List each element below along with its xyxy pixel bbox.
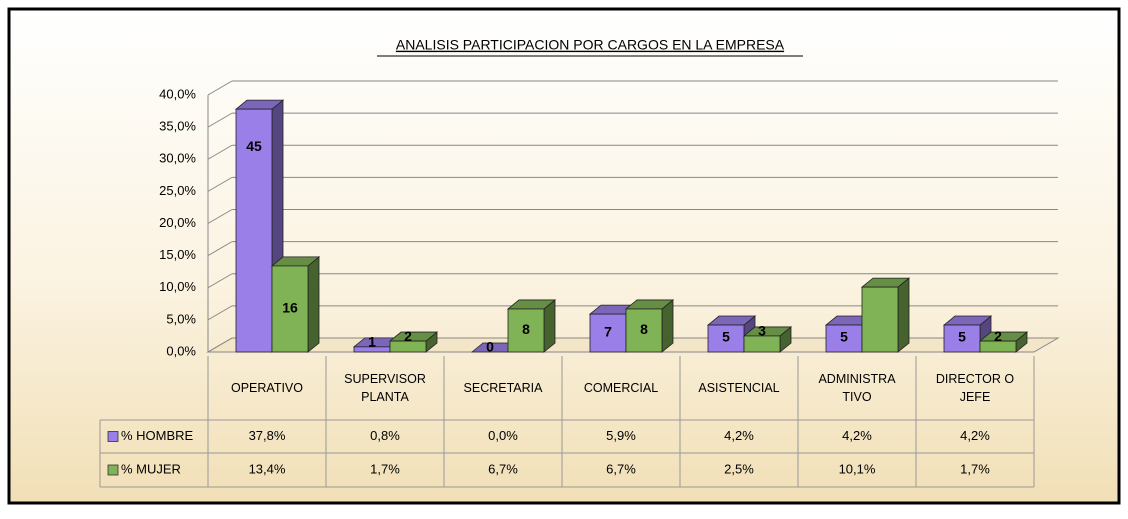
bar — [825, 324, 863, 353]
legend-label: % HOMBRE — [121, 428, 194, 443]
table-value: 5,9% — [606, 428, 636, 443]
bar — [943, 324, 981, 353]
category-cell: SUPERVISOR PLANTA — [344, 372, 426, 404]
bar-count-label: 45 — [246, 138, 262, 154]
bar-count-label: 5 — [722, 329, 730, 345]
bar-count-label: 2 — [994, 328, 1002, 344]
y-tick-label: 35,0% — [159, 119, 196, 134]
category-cell: ADMINISTRA TIVO — [818, 372, 896, 404]
grid-line-side — [207, 337, 233, 353]
table-value: 1,7% — [370, 461, 400, 476]
grid-line-side — [207, 305, 233, 321]
grid-line-side — [207, 144, 233, 160]
x-tick-label: SUPERVISOR PLANTA — [344, 372, 426, 404]
table-value: 10,1% — [839, 461, 876, 476]
table-value: 4,2% — [842, 428, 872, 443]
bar — [625, 308, 663, 353]
table-value: 13,4% — [249, 461, 286, 476]
chart-title: ANALISIS PARTICIPACION POR CARGOS EN LA … — [396, 37, 785, 53]
bar — [707, 324, 745, 353]
table-value: 0,0% — [488, 428, 518, 443]
bar-count-label: 16 — [282, 300, 298, 316]
y-tick-label: 20,0% — [159, 215, 196, 230]
x-tick-label: OPERATIVO — [230, 381, 303, 395]
table-value: 4,2% — [960, 428, 990, 443]
x-tick-label: ASISTENCIAL — [698, 381, 780, 395]
bar-side — [307, 256, 320, 353]
grid-line-side — [207, 209, 233, 224]
table-value: 6,7% — [488, 461, 518, 476]
bar — [743, 335, 781, 353]
legend-swatch — [107, 431, 119, 442]
grid-line-side — [207, 241, 233, 257]
frame — [7, 7, 1121, 505]
bar-side — [897, 277, 910, 353]
y-tick-label: 40,0% — [159, 86, 196, 101]
table-value: 4,2% — [724, 428, 754, 443]
bar-count-label: 3 — [758, 323, 766, 339]
bar — [861, 286, 899, 353]
table-value: 6,7% — [606, 461, 636, 476]
x-tick-label: ADMINISTRA TIVO — [818, 372, 896, 404]
bar-count-label: 1 — [368, 334, 376, 350]
table-value: 0,8% — [370, 428, 400, 443]
category-cell: SECRETARIA — [463, 381, 543, 395]
y-tick-label: 30,0% — [159, 151, 196, 166]
grid-line-side — [207, 176, 233, 192]
bar — [979, 340, 1017, 353]
legend-swatch — [107, 464, 119, 476]
bar-count-label: 2 — [404, 328, 412, 344]
bar — [589, 313, 627, 353]
table-value: 37,8% — [249, 428, 286, 443]
legend-label: % MUJER — [121, 461, 181, 476]
category-cell: DIRECTOR O JEFE — [935, 372, 1015, 404]
y-tick-label: 0,0% — [166, 343, 196, 358]
table-value: 2,5% — [724, 461, 754, 476]
table-value: 1,7% — [960, 461, 990, 476]
bar — [271, 265, 309, 353]
bar — [389, 340, 427, 353]
bar-count-label: 8 — [640, 321, 648, 337]
bar — [507, 308, 545, 353]
bar — [235, 108, 273, 353]
category-cell: ASISTENCIAL — [698, 381, 780, 395]
y-tick-label: 25,0% — [159, 183, 196, 198]
x-tick-label: DIRECTOR O JEFE — [935, 372, 1015, 404]
bar-count-label: 7 — [604, 324, 612, 340]
x-tick-label: SECRETARIA — [463, 381, 543, 395]
grid-line-side — [207, 80, 233, 96]
category-cell: OPERATIVO — [230, 381, 303, 395]
y-tick-label: 5,0% — [166, 311, 196, 326]
x-tick-label: COMERCIAL — [583, 381, 659, 395]
bar-count-label: 8 — [522, 321, 530, 337]
bar-count-label: 5 — [840, 329, 848, 345]
category-cell: COMERCIAL — [583, 381, 659, 395]
bar-count-label: 0 — [486, 339, 494, 355]
y-tick-label: 10,0% — [159, 279, 196, 294]
bar-count-label: 5 — [958, 329, 966, 345]
y-tick-label: 15,0% — [159, 247, 196, 262]
grid-line-side — [207, 273, 233, 289]
grid-line-side — [207, 112, 233, 128]
